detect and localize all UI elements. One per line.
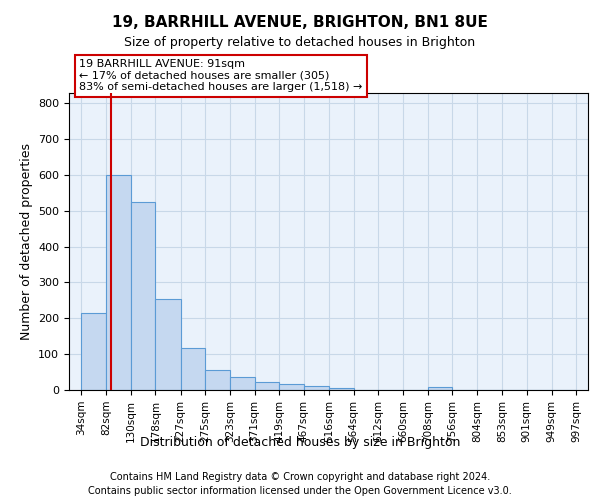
Bar [82,313,106,390]
Text: Contains HM Land Registry data © Crown copyright and database right 2024.: Contains HM Land Registry data © Crown c… [110,472,490,482]
Bar [254,382,279,390]
Bar [181,348,205,390]
Y-axis label: Number of detached properties: Number of detached properties [20,143,32,340]
Bar [155,298,181,390]
Bar [279,384,304,390]
Text: Contains public sector information licensed under the Open Government Licence v3: Contains public sector information licen… [88,486,512,496]
Bar [106,175,131,390]
Bar [131,202,155,390]
Bar [329,388,353,390]
Text: Size of property relative to detached houses in Brighton: Size of property relative to detached ho… [124,36,476,49]
Bar [205,370,230,390]
Text: 19 BARRHILL AVENUE: 91sqm
← 17% of detached houses are smaller (305)
83% of semi: 19 BARRHILL AVENUE: 91sqm ← 17% of detac… [79,60,363,92]
Text: 19, BARRHILL AVENUE, BRIGHTON, BN1 8UE: 19, BARRHILL AVENUE, BRIGHTON, BN1 8UE [112,15,488,30]
Bar [428,388,452,390]
Bar [230,378,254,390]
Text: Distribution of detached houses by size in Brighton: Distribution of detached houses by size … [140,436,460,449]
Bar [304,386,329,390]
